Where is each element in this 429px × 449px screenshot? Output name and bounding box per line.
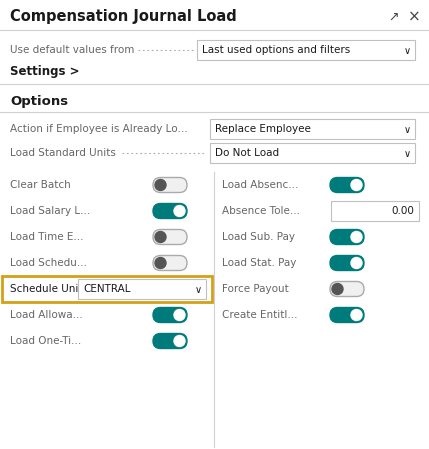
Text: ∨: ∨ <box>403 149 411 159</box>
Circle shape <box>351 309 362 321</box>
Text: ×: × <box>408 9 420 25</box>
FancyBboxPatch shape <box>153 255 187 270</box>
Circle shape <box>351 232 362 242</box>
FancyBboxPatch shape <box>153 308 187 322</box>
Circle shape <box>174 309 185 321</box>
Text: ∨: ∨ <box>403 125 411 135</box>
Circle shape <box>351 257 362 269</box>
Text: Load Time E...: Load Time E... <box>10 232 84 242</box>
Text: Force Payout: Force Payout <box>222 284 289 294</box>
Text: Load Allowa...: Load Allowa... <box>10 310 83 320</box>
Text: Load Standard Units: Load Standard Units <box>10 148 116 158</box>
Circle shape <box>174 206 185 216</box>
FancyBboxPatch shape <box>330 308 364 322</box>
Text: ∨: ∨ <box>403 46 411 56</box>
FancyBboxPatch shape <box>330 229 364 245</box>
Text: Settings >: Settings > <box>10 66 79 79</box>
Text: Clear Batch: Clear Batch <box>10 180 71 190</box>
Text: 0.00: 0.00 <box>391 206 414 216</box>
Text: Schedule Unit: Schedule Unit <box>10 284 82 294</box>
FancyBboxPatch shape <box>330 255 364 270</box>
FancyBboxPatch shape <box>330 177 364 193</box>
Circle shape <box>155 232 166 242</box>
Circle shape <box>174 335 185 347</box>
Circle shape <box>332 283 343 295</box>
FancyBboxPatch shape <box>197 40 415 60</box>
Text: Create Entitl...: Create Entitl... <box>222 310 297 320</box>
Text: Load Sub. Pay: Load Sub. Pay <box>222 232 295 242</box>
Text: Compensation Journal Load: Compensation Journal Load <box>10 9 237 25</box>
Text: CENTRAL: CENTRAL <box>83 284 130 294</box>
Text: ↗: ↗ <box>389 10 399 23</box>
Text: Load Absenc...: Load Absenc... <box>222 180 299 190</box>
Text: Load One-Ti...: Load One-Ti... <box>10 336 81 346</box>
Text: Load Salary L...: Load Salary L... <box>10 206 90 216</box>
FancyBboxPatch shape <box>153 177 187 193</box>
Text: Absence Tole...: Absence Tole... <box>222 206 300 216</box>
FancyBboxPatch shape <box>153 334 187 348</box>
Text: Options: Options <box>10 94 68 107</box>
Circle shape <box>155 257 166 269</box>
Text: Load Stat. Pay: Load Stat. Pay <box>222 258 296 268</box>
FancyBboxPatch shape <box>2 276 212 302</box>
FancyBboxPatch shape <box>210 143 415 163</box>
FancyBboxPatch shape <box>78 279 206 299</box>
Text: Replace Employee: Replace Employee <box>215 124 311 134</box>
FancyBboxPatch shape <box>210 119 415 139</box>
FancyBboxPatch shape <box>330 282 364 296</box>
Circle shape <box>351 180 362 190</box>
Text: Action if Employee is Already Lo...: Action if Employee is Already Lo... <box>10 124 187 134</box>
Text: Use default values from: Use default values from <box>10 45 134 55</box>
Text: ∨: ∨ <box>194 285 202 295</box>
FancyBboxPatch shape <box>153 229 187 245</box>
Text: Do Not Load: Do Not Load <box>215 148 279 158</box>
Circle shape <box>155 180 166 190</box>
FancyBboxPatch shape <box>331 201 419 221</box>
Text: Last used options and filters: Last used options and filters <box>202 45 350 55</box>
FancyBboxPatch shape <box>153 203 187 219</box>
Text: Load Schedu...: Load Schedu... <box>10 258 87 268</box>
